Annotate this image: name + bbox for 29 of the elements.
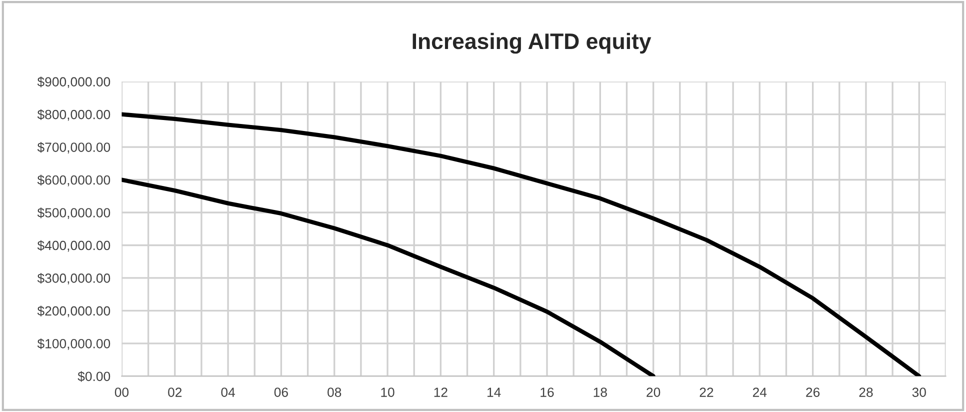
x-tick-label: 12 (434, 388, 448, 397)
y-tick-label: $400,000.00 (37, 240, 110, 252)
y-tick-label: $0.00 (78, 371, 110, 382)
x-tick-label: 08 (328, 388, 342, 397)
y-tick-label: $200,000.00 (37, 306, 110, 318)
x-tick-label: 26 (806, 388, 820, 397)
x-tick-label: 18 (594, 388, 607, 397)
x-tick-label: 30 (912, 388, 926, 397)
y-tick-label: $100,000.00 (37, 338, 110, 350)
line-series (122, 178, 656, 376)
x-tick-label: 22 (700, 388, 714, 397)
y-tick-label: $900,000.00 (37, 76, 110, 88)
x-tick-label: 20 (646, 388, 660, 397)
y-tick-label: $800,000.00 (37, 109, 110, 121)
y-tick-label: $500,000.00 (37, 208, 110, 219)
x-tick-label: 14 (488, 388, 501, 397)
x-tick-label: 24 (752, 388, 767, 397)
x-tick-label: 00 (114, 388, 129, 397)
x-tick-label: 16 (540, 388, 554, 397)
line-series (122, 112, 922, 376)
x-tick-label: 06 (274, 388, 288, 397)
x-tick-label: 04 (221, 388, 235, 397)
y-tick-label: $300,000.00 (37, 272, 110, 284)
y-tick-label: $700,000.00 (37, 142, 110, 154)
chart-title: Increasing AITD equity (412, 32, 652, 54)
x-tick-label: 10 (381, 388, 394, 397)
y-tick-label: $600,000.00 (37, 174, 110, 186)
x-tick-label: 28 (859, 388, 873, 397)
x-tick-label: 02 (168, 388, 182, 397)
